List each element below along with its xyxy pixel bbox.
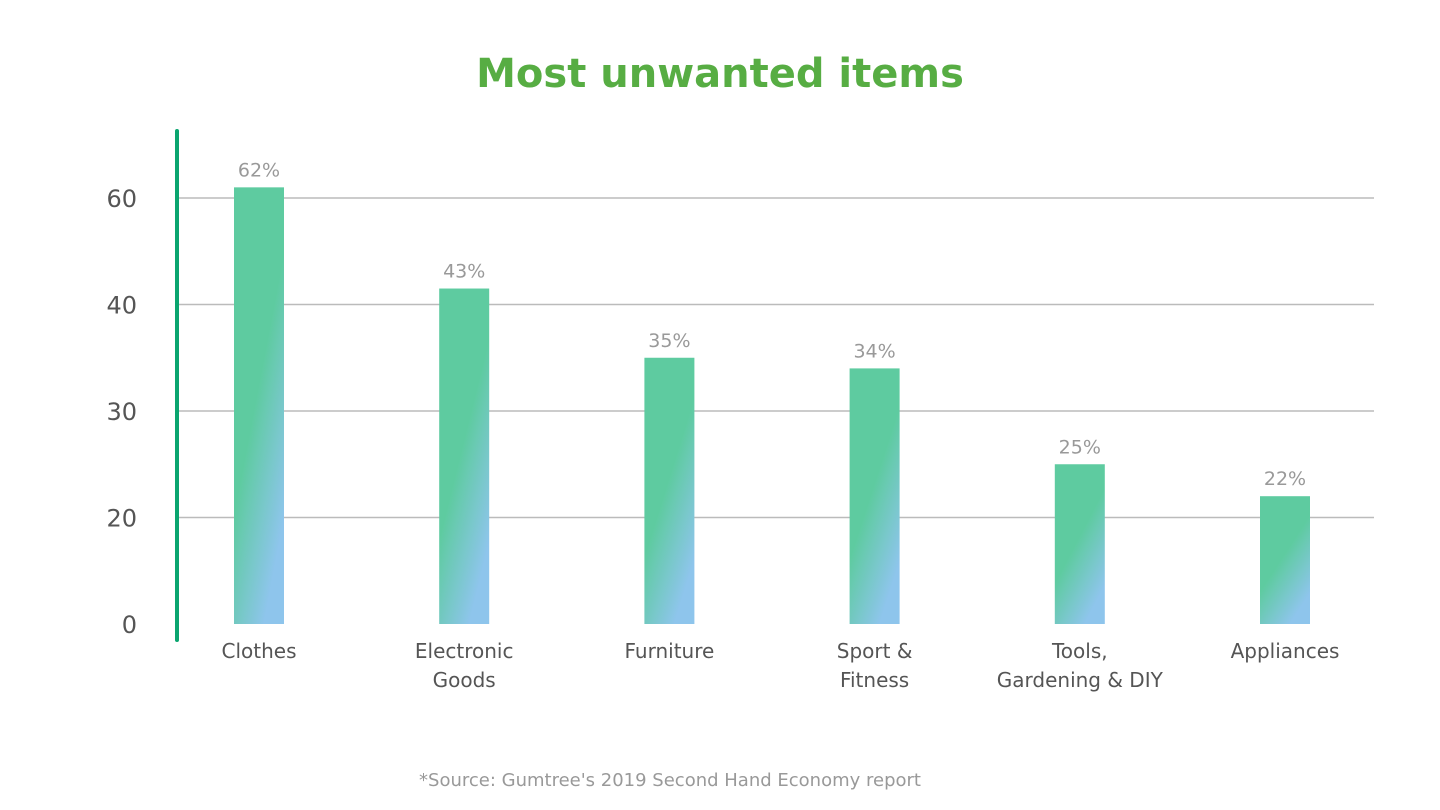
y-tick-label: 0 (122, 611, 137, 639)
x-tick-label: Furniture (625, 639, 715, 663)
x-tick-label: Goods (433, 668, 496, 692)
x-tick-label: Fitness (840, 668, 909, 692)
x-tick-label: Gardening & DIY (997, 668, 1164, 692)
data-label: 62% (238, 159, 280, 181)
x-tick-label: Electronic (415, 639, 514, 663)
bar (439, 288, 490, 624)
y-tick-label: 20 (106, 505, 137, 533)
y-tick-label: 40 (106, 292, 137, 320)
data-label: 22% (1264, 468, 1306, 490)
source-note: *Source: Gumtree's 2019 Second Hand Econ… (419, 770, 921, 791)
bar (1054, 464, 1105, 624)
data-label: 43% (443, 261, 485, 283)
chart-title: Most unwanted items (476, 51, 964, 97)
y-tick-label: 30 (106, 398, 137, 426)
data-label: 34% (853, 340, 895, 362)
x-tick-label: Tools, (1051, 639, 1108, 663)
x-tick-label: Sport & (837, 639, 913, 663)
x-tick-label: Clothes (222, 639, 297, 663)
data-label: 25% (1059, 436, 1101, 458)
bar (1260, 496, 1310, 624)
x-tick-label: Appliances (1231, 639, 1340, 663)
y-tick-label: 60 (106, 185, 137, 213)
bar (849, 368, 900, 624)
bar (644, 357, 695, 624)
data-label: 35% (648, 330, 690, 352)
bar (234, 187, 284, 624)
